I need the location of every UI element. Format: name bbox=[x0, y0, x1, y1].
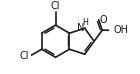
Text: N: N bbox=[77, 23, 84, 33]
Text: Cl: Cl bbox=[51, 1, 60, 11]
Text: O: O bbox=[99, 15, 107, 25]
Text: H: H bbox=[82, 18, 88, 27]
Text: OH: OH bbox=[114, 25, 129, 35]
Text: Cl: Cl bbox=[20, 51, 29, 61]
